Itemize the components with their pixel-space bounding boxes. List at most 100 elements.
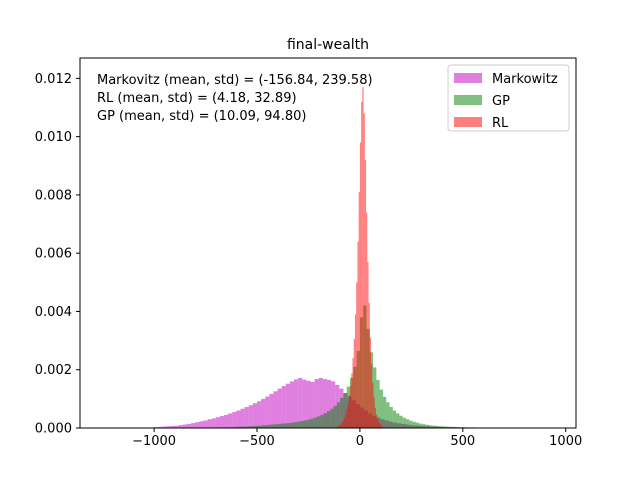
- bar-gp: [376, 379, 380, 428]
- bar-markowitz: [248, 405, 253, 428]
- bar-markowitz: [322, 379, 327, 428]
- series-rl: [336, 87, 384, 428]
- bar-gp: [336, 402, 341, 428]
- bar-markowitz: [224, 414, 229, 428]
- bar-markowitz: [178, 425, 183, 428]
- bar-gp: [297, 421, 301, 428]
- bar-rl: [347, 402, 349, 428]
- bar-markowitz: [265, 396, 270, 428]
- bar-rl: [342, 420, 344, 428]
- bar-gp: [310, 418, 314, 428]
- bar-rl: [380, 425, 383, 428]
- bar-rl: [371, 363, 373, 428]
- bar-rl: [372, 382, 374, 428]
- bar-markowitz: [158, 426, 163, 428]
- bar-gp: [425, 424, 430, 428]
- bar-gp: [343, 393, 347, 428]
- annotation-markowitz: Markovitz (mean, std) = (-156.84, 239.58…: [97, 73, 373, 88]
- bar-markowitz: [236, 410, 241, 428]
- bar-gp: [303, 420, 308, 428]
- bar-gp: [284, 423, 288, 428]
- bar-gp: [264, 425, 268, 428]
- bar-markowitz: [244, 407, 249, 428]
- legend-label-markowitz: Markowitz: [492, 72, 558, 87]
- bar-markowitz: [256, 401, 262, 428]
- bar-gp: [382, 396, 387, 428]
- bar-gp: [274, 424, 278, 428]
- bar-gp: [429, 425, 433, 428]
- bar-gp: [270, 424, 275, 428]
- chart-title: final-wealth: [287, 37, 369, 53]
- bar-markowitz: [203, 420, 208, 428]
- bar-gp: [340, 397, 344, 428]
- annotation-block: Markovitz (mean, std) = (-156.84, 239.58…: [97, 73, 373, 124]
- bar-gp: [412, 421, 416, 428]
- y-tick-label: 0.008: [35, 188, 72, 203]
- x-tick-label: 500: [450, 434, 475, 449]
- bar-gp: [399, 415, 403, 428]
- bar-gp: [438, 426, 443, 428]
- bar-rl: [378, 422, 380, 428]
- bar-rl: [369, 337, 372, 428]
- bar-rl: [343, 417, 346, 428]
- bar-rl: [367, 261, 369, 428]
- bar-markowitz: [302, 379, 307, 428]
- bar-markowitz: [174, 425, 179, 428]
- bar-markowitz: [182, 424, 188, 428]
- bar-gp: [241, 426, 245, 428]
- bar-markowitz: [277, 388, 282, 428]
- bar-gp: [238, 426, 242, 428]
- bar-rl: [356, 282, 358, 428]
- bar-markowitz: [191, 423, 196, 428]
- bar-gp: [326, 411, 331, 428]
- bar-rl: [352, 358, 354, 428]
- bar-gp: [402, 417, 407, 428]
- bar-gp: [435, 425, 439, 428]
- legend-label-gp: GP: [492, 94, 510, 109]
- bar-markowitz: [318, 377, 323, 428]
- bar-markowitz: [232, 411, 237, 428]
- bar-gp: [320, 414, 324, 428]
- bar-markowitz: [170, 425, 175, 428]
- x-tick-label: 0: [356, 434, 364, 449]
- bar-rl: [364, 159, 367, 428]
- legend-swatch-rl: [454, 117, 482, 127]
- x-tick-label: −500: [239, 434, 275, 449]
- bar-rl: [379, 424, 381, 428]
- bar-markowitz: [314, 379, 319, 428]
- bar-markowitz: [240, 408, 245, 428]
- bar-rl: [361, 101, 363, 428]
- bar-gp: [330, 408, 334, 428]
- bar-markowitz: [289, 381, 295, 428]
- bar-gp: [415, 422, 420, 428]
- y-tick-label: 0.006: [35, 247, 72, 262]
- bar-markowitz: [310, 381, 315, 428]
- legend-label-rl: RL: [492, 116, 509, 131]
- bar-gp: [396, 413, 400, 428]
- bar-rl: [346, 409, 348, 428]
- bar-rl: [337, 426, 339, 428]
- bar-rl: [363, 113, 365, 428]
- bar-gp: [254, 425, 258, 428]
- bar-markowitz: [285, 383, 290, 428]
- bar-gp: [432, 425, 436, 428]
- histogram-bars: [154, 87, 492, 428]
- bar-gp: [317, 416, 321, 428]
- bar-markowitz: [273, 391, 278, 428]
- legend-swatch-markowitz: [454, 73, 482, 83]
- bar-gp: [251, 426, 255, 428]
- bar-gp: [277, 423, 281, 428]
- bar-rl: [354, 314, 357, 428]
- bar-gp: [290, 422, 295, 428]
- bar-rl: [348, 395, 351, 428]
- bar-gp: [244, 426, 248, 428]
- bar-gp: [294, 422, 298, 428]
- bar-markowitz: [306, 380, 311, 428]
- bar-gp: [257, 425, 262, 428]
- bar-markowitz: [269, 393, 274, 428]
- bar-gp: [261, 425, 265, 428]
- bar-rl: [374, 407, 376, 428]
- bar-gp: [379, 389, 383, 428]
- annotation-rl: RL (mean, std) = (4.18, 32.89): [97, 91, 297, 106]
- bar-markowitz: [294, 379, 299, 428]
